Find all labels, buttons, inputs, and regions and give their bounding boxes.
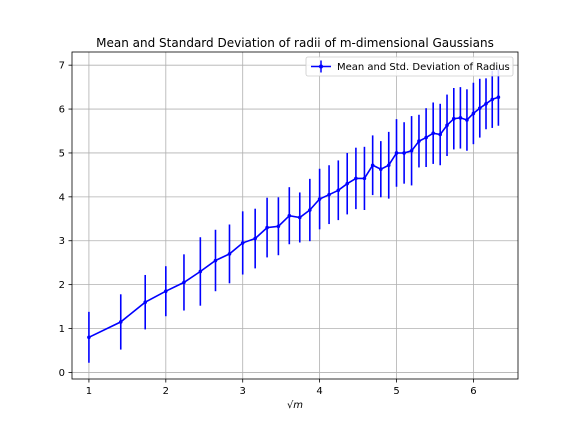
legend-label: Mean and Std. Deviation of Radius xyxy=(337,62,510,73)
data-point xyxy=(87,335,91,340)
data-point xyxy=(308,208,312,212)
data-point xyxy=(431,131,435,136)
data-point xyxy=(445,123,449,128)
data-point xyxy=(465,118,469,122)
data-point xyxy=(386,163,391,168)
y-tick-label: 1 xyxy=(59,324,65,335)
data-point xyxy=(458,116,463,120)
x-tick-label: 4 xyxy=(316,386,322,397)
chart-title: Mean and Standard Deviation of radii of … xyxy=(96,36,494,50)
series-line xyxy=(88,96,499,339)
data-point xyxy=(327,192,331,197)
legend-marker-swatch xyxy=(319,64,323,69)
data-point xyxy=(394,151,399,155)
data-point xyxy=(451,116,456,121)
data-point xyxy=(276,224,281,229)
data-point xyxy=(336,188,341,193)
y-tick-label: 2 xyxy=(59,280,65,291)
y-tick-label: 3 xyxy=(59,236,65,247)
legend: Mean and Std. Deviation of Radius xyxy=(305,56,514,77)
data-point xyxy=(417,139,421,143)
x-tick-label: 1 xyxy=(86,386,92,397)
data-point xyxy=(471,111,476,116)
data-point xyxy=(438,132,442,137)
y-tick-label: 6 xyxy=(59,105,65,116)
data-point xyxy=(354,176,358,181)
ticks: 1 2 3 4 5 6 0 1 2 3 4 5 6 7 xyxy=(59,61,477,397)
data-point xyxy=(253,236,257,241)
data-point xyxy=(362,176,367,181)
data-point xyxy=(379,167,383,171)
y-tick-label: 0 xyxy=(59,368,65,379)
data-point xyxy=(118,320,123,324)
data-point xyxy=(490,97,495,102)
data-point xyxy=(143,300,148,304)
x-tick-label: 5 xyxy=(393,386,399,397)
x-tick-label: 2 xyxy=(163,386,169,397)
data-point xyxy=(227,252,232,256)
data-point xyxy=(240,241,245,245)
data-point xyxy=(287,213,292,218)
data-point xyxy=(164,289,168,294)
data-point xyxy=(370,163,375,168)
data-point xyxy=(182,280,186,285)
data-point xyxy=(402,151,406,155)
x-tick-label: 3 xyxy=(240,386,246,397)
data-point xyxy=(345,181,350,186)
plot-frame xyxy=(71,51,519,380)
y-tick-label: 5 xyxy=(59,148,65,159)
data-point xyxy=(213,258,218,263)
data-point xyxy=(409,148,414,153)
series-layer xyxy=(87,68,501,363)
x-axis-label: √m xyxy=(287,400,303,411)
legend-box xyxy=(305,56,514,77)
data-point xyxy=(484,101,488,106)
data-point xyxy=(317,197,322,201)
data-point xyxy=(198,269,203,274)
data-point xyxy=(424,135,428,140)
data-point xyxy=(297,215,302,220)
data-point xyxy=(496,95,501,100)
data-point xyxy=(265,225,269,230)
y-tick-label: 4 xyxy=(59,192,65,203)
x-tick-label: 6 xyxy=(470,386,476,397)
y-tick-label: 7 xyxy=(59,61,65,72)
data-point xyxy=(477,106,482,110)
